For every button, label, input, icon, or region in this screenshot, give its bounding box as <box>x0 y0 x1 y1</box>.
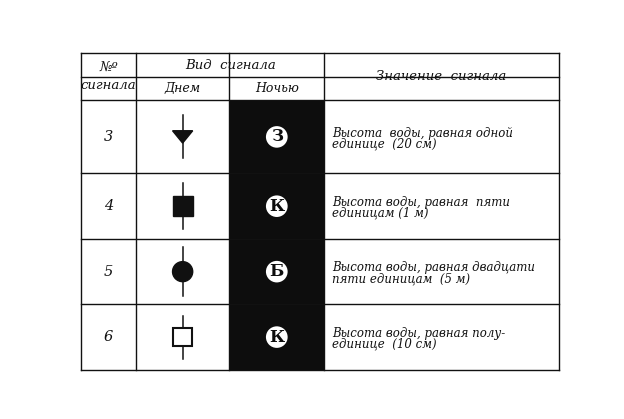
Text: Высота  воды, равная одной: Высота воды, равная одной <box>332 127 513 140</box>
Text: Высота воды, равная  пяти: Высота воды, равная пяти <box>332 196 510 209</box>
Text: единице  (20 см): единице (20 см) <box>332 137 437 150</box>
Text: К: К <box>269 198 285 215</box>
Circle shape <box>266 126 288 147</box>
Text: К: К <box>269 328 285 346</box>
Text: пяти единицам  (5 м): пяти единицам (5 м) <box>332 272 470 285</box>
Bar <box>229 53 324 370</box>
Text: Значение  сигнала: Значение сигнала <box>376 70 507 83</box>
Bar <box>173 328 192 347</box>
Text: 3: 3 <box>104 130 113 144</box>
Circle shape <box>266 261 288 282</box>
Text: Б: Б <box>270 263 284 280</box>
Text: 5: 5 <box>104 265 113 279</box>
Text: 4: 4 <box>104 199 113 213</box>
Text: единице  (10 см): единице (10 см) <box>332 338 437 351</box>
Text: 6: 6 <box>104 330 113 344</box>
Text: Высота воды, равная двадцати: Высота воды, равная двадцати <box>332 261 535 274</box>
Polygon shape <box>173 131 193 143</box>
Circle shape <box>266 195 288 217</box>
Text: №º
сигнала: №º сигнала <box>80 62 137 92</box>
Text: единицам (1 м): единицам (1 м) <box>332 207 429 220</box>
Text: Высота воды, равная полу-: Высота воды, равная полу- <box>332 327 505 340</box>
Text: З: З <box>271 128 283 145</box>
Text: Ночью: Ночью <box>255 82 299 95</box>
Text: Вид  сигнала: Вид сигнала <box>185 59 276 72</box>
Circle shape <box>173 261 193 282</box>
Text: Днем: Днем <box>165 82 201 95</box>
Bar <box>173 196 193 216</box>
Bar <box>229 53 324 100</box>
Circle shape <box>266 326 288 348</box>
